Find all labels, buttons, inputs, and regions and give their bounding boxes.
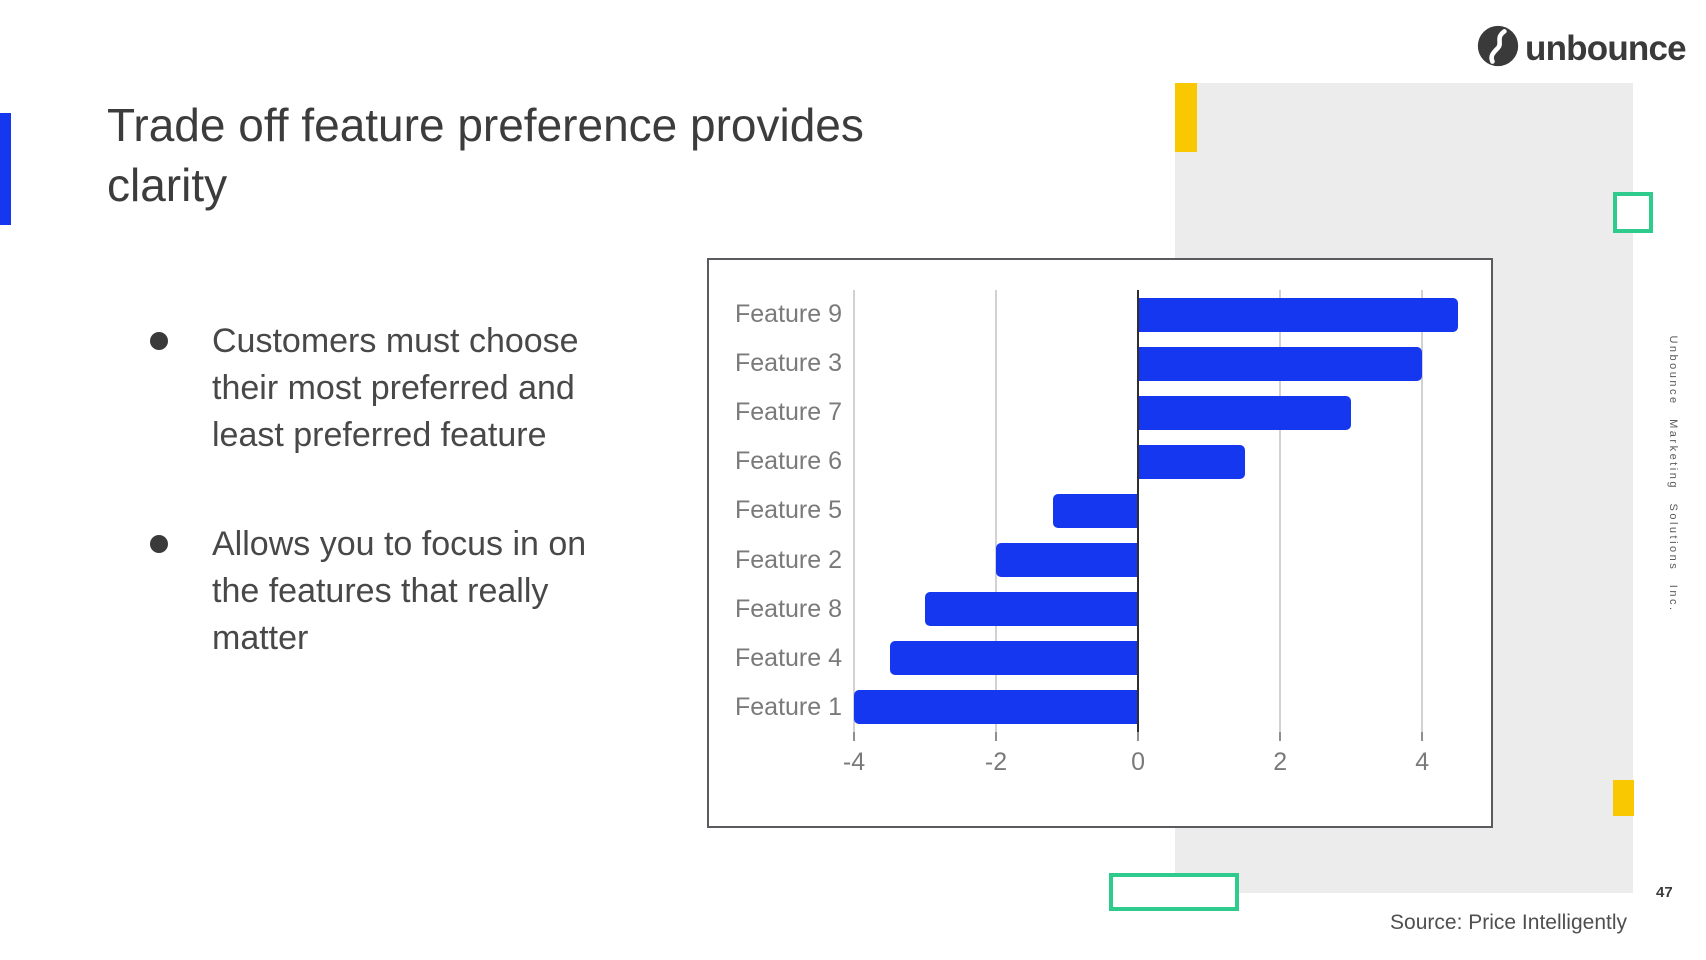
unbounce-logo-text: unbounce [1525, 28, 1687, 68]
chart-category-labels: Feature 9 Feature 3 Feature 7 Feature 6 Feat… [709, 290, 848, 732]
chart-bar [996, 543, 1139, 578]
chart-tickmark [1137, 732, 1140, 741]
green-outline-rect [1109, 873, 1239, 911]
chart-bar-row [854, 683, 1484, 732]
chart-tickmark [853, 732, 855, 741]
chart-tickmark [1421, 732, 1424, 741]
chart-category-label: Feature 7 [734, 398, 842, 427]
x-tick-label: -2 [984, 748, 1008, 776]
chart-bar [1138, 346, 1423, 381]
vertical-sidebar-text: Unbounce Marketing Solutions Inc. [1667, 335, 1679, 613]
chart-x-axis-ticks: -4 -2 0 2 4 [843, 748, 1484, 780]
chart-bar-row [854, 437, 1484, 486]
x-tick-label: 0 [1131, 748, 1146, 776]
chart-category-label: Feature 9 [734, 300, 842, 329]
bullet-item: Allows you to focus in on the features t… [150, 521, 630, 662]
chart-bars [854, 290, 1484, 732]
unbounce-logo: unbounce [1476, 24, 1687, 73]
chart-bar-row [854, 536, 1484, 585]
chart-bar-row [854, 634, 1484, 683]
chart-bar-row [854, 388, 1484, 437]
chart-category-label: Feature 6 [734, 447, 842, 476]
chart-gridline [1279, 290, 1282, 732]
chart-bar [1138, 395, 1352, 430]
page-number: 47 [1656, 884, 1673, 901]
chart-bar [1052, 493, 1139, 528]
chart-category-label: Feature 2 [734, 545, 842, 574]
bullet-dot-icon [150, 535, 168, 553]
chart-bar [925, 592, 1139, 627]
chart-bar-row [854, 585, 1484, 634]
chart-bar [1138, 297, 1458, 332]
chart-bar-row [854, 486, 1484, 535]
chart-category-label: Feature 4 [734, 643, 842, 672]
x-tick-label: 4 [1415, 748, 1430, 776]
chart-plot-area [853, 290, 1484, 741]
blue-accent-left-bar [0, 113, 11, 225]
chart-tickmark [995, 732, 998, 741]
chart-bar-row [854, 290, 1484, 339]
chart-bar [854, 690, 1139, 725]
bar-chart: Feature 9 Feature 3 Feature 7 Feature 6 Feat… [707, 258, 1493, 828]
chart-category-label: Feature 3 [734, 349, 842, 378]
chart-bar-row [854, 339, 1484, 388]
bullet-item: Customers must choose their most preferr… [150, 318, 630, 459]
x-tick-label: -4 [842, 748, 866, 776]
chart-zero-axis [1137, 290, 1140, 732]
chart-bar [1138, 444, 1245, 479]
yellow-accent-bottom [1613, 780, 1634, 816]
bullet-text: Allows you to focus in on the features t… [212, 525, 587, 657]
chart-gridline [1421, 290, 1424, 732]
slide-title: Trade off feature preference provides cl… [107, 98, 864, 211]
chart-category-label: Feature 8 [734, 594, 842, 623]
yellow-accent-top [1175, 83, 1197, 152]
chart-tickmark [1279, 732, 1282, 741]
chart-category-label: Feature 5 [734, 496, 842, 525]
chart-bar [889, 641, 1139, 676]
unbounce-logo-icon [1476, 24, 1520, 73]
chart-category-label: Feature 1 [734, 692, 842, 721]
bullet-text: Customers must choose their most preferr… [212, 322, 579, 454]
chart-gridline [995, 290, 998, 732]
bullet-dot-icon [150, 332, 168, 350]
source-note: Source: Price Intelligently [1390, 911, 1627, 934]
x-tick-label: 2 [1273, 748, 1288, 776]
bullet-list: Customers must choose their most preferr… [150, 318, 630, 724]
green-outline-square [1613, 192, 1653, 233]
chart-gridline [853, 290, 855, 732]
